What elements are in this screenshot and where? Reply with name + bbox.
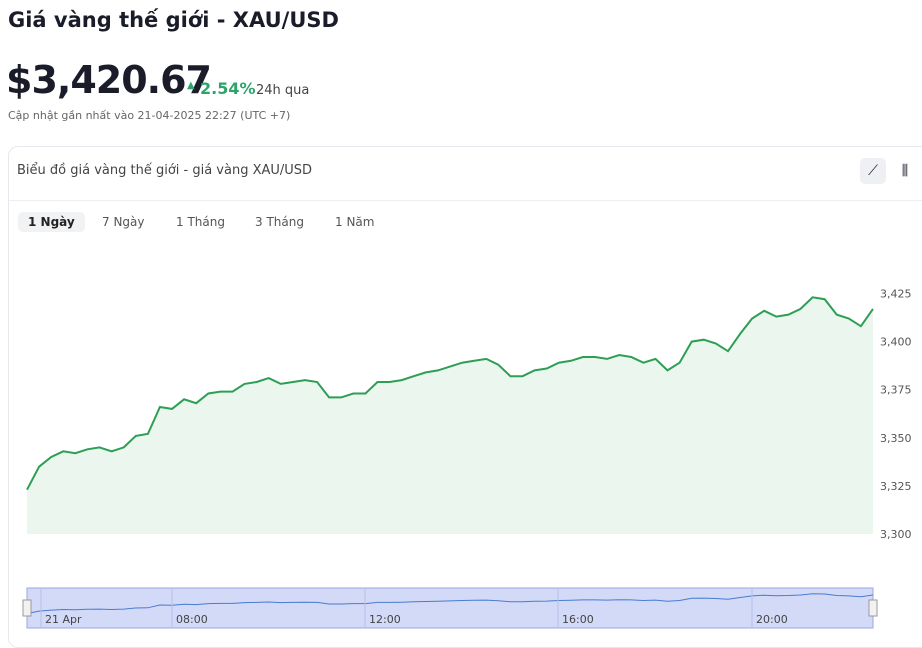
navigator-label: 20:00 — [756, 613, 788, 626]
tab[interactable]: 3 Tháng — [255, 215, 304, 229]
chart: 3,300 3,325 3,350 3,375 3,400 3,425 21 Apr 08:0… — [22, 287, 912, 629]
page: Giá vàng thế giới - XAU/USD $3,420.67 ▲ … — [6, 8, 922, 648]
y-tick-label: 3,350 — [880, 432, 912, 445]
navigator-label: 12:00 — [369, 613, 401, 626]
tab[interactable]: 1 Tháng — [176, 215, 225, 229]
navigator-label: 16:00 — [562, 613, 594, 626]
up-arrow: ▲ — [187, 80, 195, 91]
y-tick-label: 3,300 — [880, 528, 912, 541]
price-line — [26, 296, 874, 491]
navigator-handle[interactable] — [868, 599, 878, 617]
navigator-handle[interactable] — [22, 599, 32, 617]
line-chart-button[interactable]: ⟋ — [860, 158, 886, 184]
y-tick-label: 3,400 — [880, 336, 912, 349]
y-tick-label: 3,375 — [880, 384, 912, 397]
card-title: Biểu đồ giá vàng thế giới - giá vàng XAU… — [17, 163, 313, 178]
navigator-label: 08:00 — [176, 613, 208, 626]
price: $3,420.67 — [6, 58, 212, 102]
navigator-line — [26, 593, 874, 614]
divider — [9, 200, 922, 201]
candle-chart-button[interactable]: ⫼ — [901, 163, 909, 179]
tab[interactable]: 1 Năm — [335, 215, 375, 229]
tab[interactable]: 7 Ngày — [102, 215, 145, 229]
page-title: Giá vàng thế giới - XAU/USD — [8, 8, 339, 32]
change-period: 24h qua — [256, 83, 310, 98]
navigator — [26, 587, 874, 629]
area — [27, 297, 873, 534]
y-tick-label: 3,425 — [880, 287, 912, 300]
updated: Cập nhật gần nhất vào 21-04-2025 22:27 (… — [8, 109, 291, 122]
y-tick-label: 3,325 — [880, 480, 912, 493]
navigator-label: 21 Apr — [45, 613, 82, 626]
tab[interactable]: 1 Ngày — [18, 212, 85, 232]
change: 2.54% — [200, 79, 256, 98]
